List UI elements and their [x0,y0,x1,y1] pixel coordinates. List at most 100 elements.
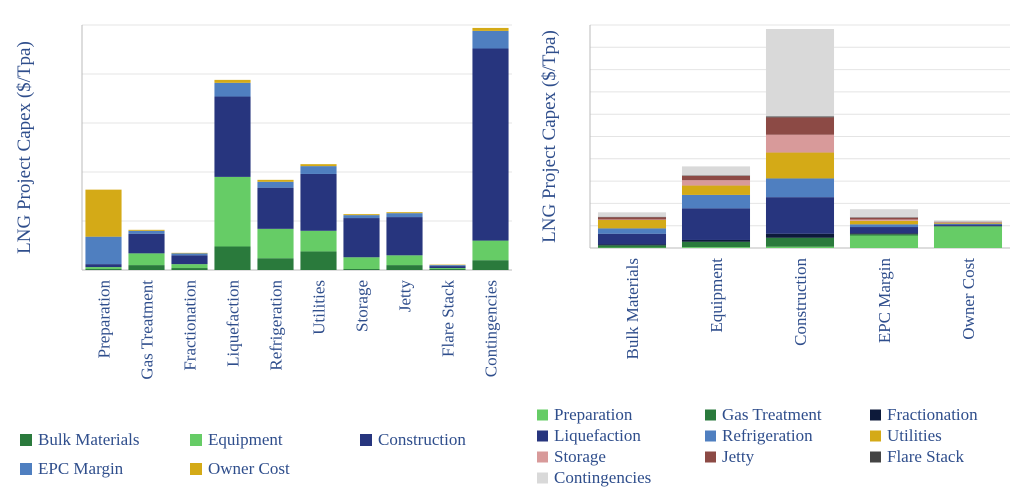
bar-segment [429,269,465,270]
x-tick-label: Fractionation [181,280,200,371]
legend-swatch [360,434,372,446]
bar-segment [766,238,834,247]
bar-segment [472,260,508,270]
bar-segment [300,174,336,231]
legend-label: Construction [378,430,466,449]
legend-label: Gas Treatment [722,405,822,424]
x-tick-label: Flare Stack [439,280,458,357]
bar-segment [472,49,508,241]
x-tick-label: Owner Cost [959,258,978,340]
legend-swatch [20,434,32,446]
legend-swatch [870,431,881,442]
legend-swatch [870,410,881,421]
bar-segment [214,80,250,83]
bar-segment [682,240,750,242]
bar-segment [214,246,250,270]
legend-label: Bulk Materials [38,430,140,449]
bar-segment [682,195,750,208]
bar-segment [85,190,121,237]
legend-label: Fractionation [887,405,978,424]
y-axis-title: LNG Project Capex ($/Tpa) [539,30,560,243]
x-tick-label: Equipment [707,258,726,333]
bar-segment [766,153,834,179]
legend-label: Owner Cost [208,459,290,478]
bar-segment [429,265,465,266]
bar-segment [343,214,379,215]
legend-swatch [705,452,716,463]
bar-segment [386,213,422,217]
bar-segment [934,227,1002,248]
legend-label: Utilities [887,426,942,445]
bar-segment [300,166,336,174]
bar-segment [343,218,379,257]
bar-segment [598,244,666,245]
bar-segment [766,135,834,153]
bar-segment [766,247,834,248]
bar-segment [343,269,379,270]
bar-segment [386,212,422,213]
bar-segment [343,215,379,218]
bar-segment [128,253,164,265]
bar-segment [850,219,918,220]
bar-segment [682,176,750,180]
bar-segment [682,180,750,185]
bar-segment [386,217,422,255]
legend-label: Jetty [722,447,755,466]
bar-segment [766,116,834,117]
bar-segment [766,234,834,238]
bar-segment [598,220,666,228]
legend-label: Contingencies [554,468,651,487]
x-tick-label: Refrigeration [267,280,286,371]
bar-segment [300,231,336,252]
bar-segment [682,242,750,247]
bar-segment [429,266,465,268]
y-axis-title: LNG Project Capex ($/Tpa) [14,41,35,254]
bar-segment [766,117,834,134]
x-tick-label: Construction [791,258,810,346]
bar-segment [85,269,121,270]
bar-segment [257,258,293,270]
bar-segment [128,265,164,270]
legend-swatch [705,410,716,421]
bar-segment [850,209,918,217]
x-tick-label: Gas Treatment [138,280,157,380]
bar-segment [171,255,207,264]
bar-segment [257,182,293,188]
bar-segment [386,255,422,265]
legend-label: Equipment [208,430,283,449]
x-tick-label: Contingencies [482,280,501,377]
x-tick-label: EPC Margin [875,258,894,344]
legend-label: Liquefaction [554,426,641,445]
bar-segment [682,247,750,248]
bar-segment [850,234,918,235]
bar-segment [257,229,293,258]
bar-segment [598,212,666,216]
bar-segment [934,225,1002,226]
bar-segment [472,31,508,49]
bar-segment [598,228,666,233]
bar-segment [598,245,666,247]
legend-label: Refrigeration [722,426,813,445]
bar-segment [214,177,250,247]
bar-segment [682,186,750,195]
bar-segment [850,221,918,225]
legend-swatch [190,434,202,446]
bar-segment [300,251,336,270]
bar-segment [766,178,834,197]
legend-swatch [870,452,881,463]
legend-swatch [537,473,548,484]
x-tick-label: Preparation [95,280,114,359]
bar-segment [257,180,293,182]
legend-swatch [20,463,32,475]
legend-swatch [190,463,202,475]
bar-segment [934,220,1002,221]
legend-label: Flare Stack [887,447,964,466]
bar-segment [85,237,121,264]
bar-segment [766,29,834,116]
legend-label: Preparation [554,405,633,424]
bar-segment [850,218,918,220]
bar-segment [386,265,422,270]
x-tick-label: Bulk Materials [623,258,642,360]
bar-segment [850,236,918,248]
